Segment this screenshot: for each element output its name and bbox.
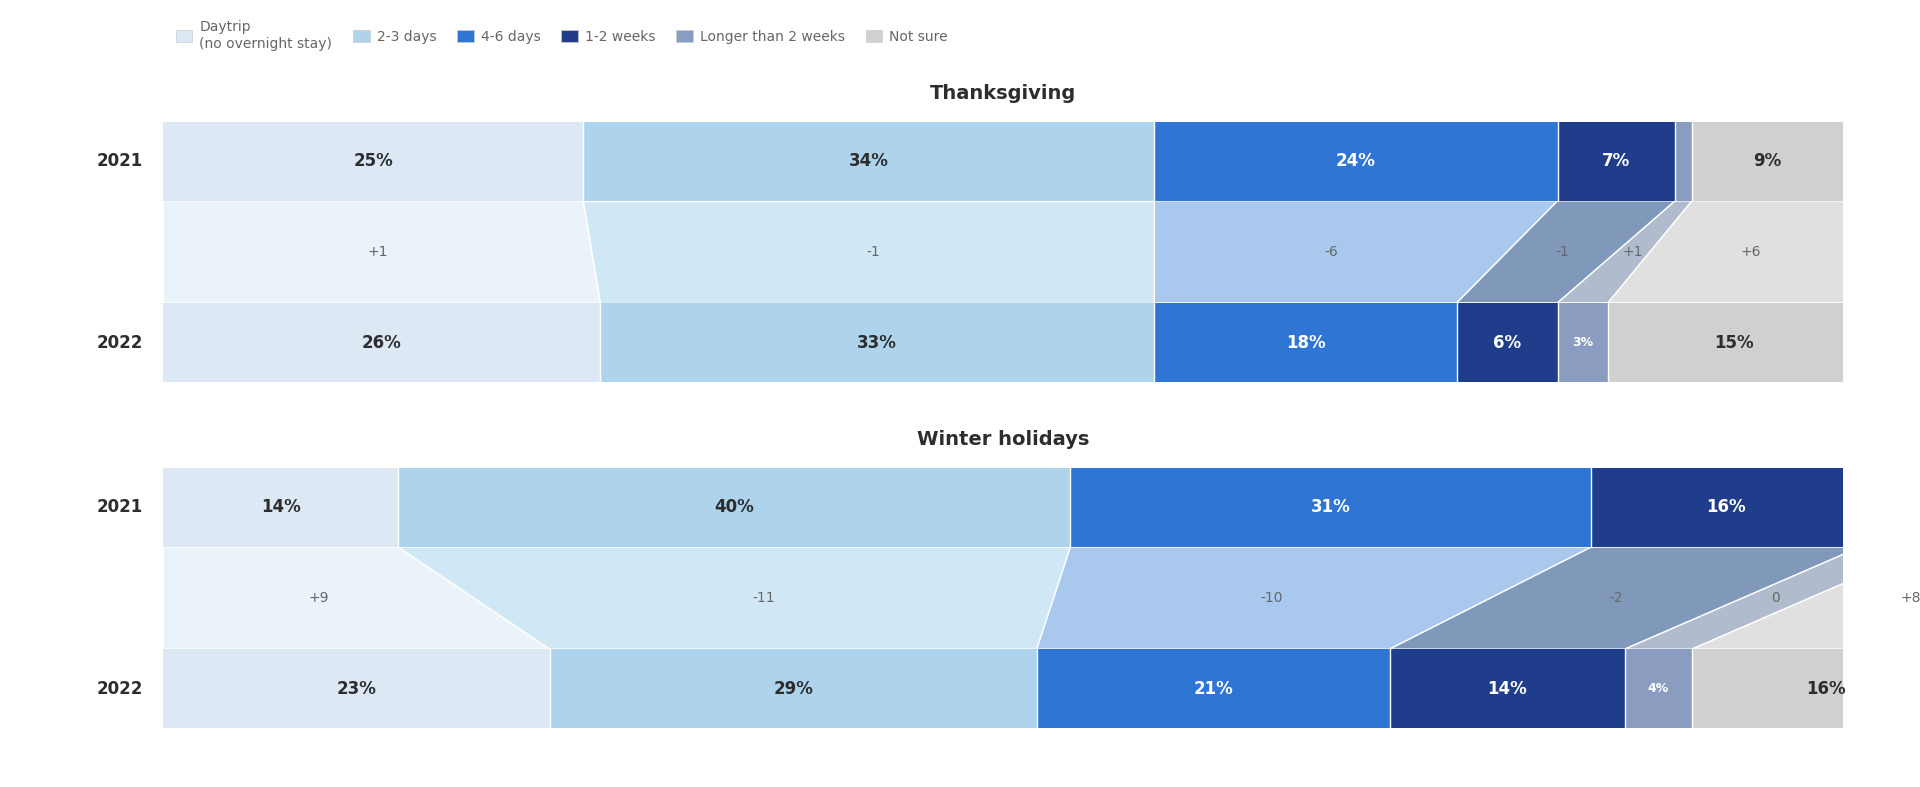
Bar — [1607, 303, 1860, 382]
Polygon shape — [1607, 201, 1860, 303]
Text: -1: -1 — [1555, 245, 1569, 259]
Bar — [584, 121, 1154, 201]
Bar — [599, 303, 1154, 382]
Bar — [1037, 649, 1390, 729]
Text: 4%: 4% — [1884, 501, 1905, 514]
Text: 0: 0 — [1772, 591, 1780, 605]
Bar — [1674, 121, 1692, 201]
Text: -1: -1 — [866, 245, 879, 259]
Text: 2022: 2022 — [96, 334, 144, 352]
Text: 2021: 2021 — [96, 498, 144, 516]
Bar — [163, 303, 599, 382]
Text: 40%: 40% — [714, 498, 755, 516]
Bar — [549, 649, 1037, 729]
Text: 24%: 24% — [1336, 152, 1377, 170]
Title: Thanksgiving: Thanksgiving — [929, 84, 1077, 103]
Bar — [1154, 121, 1557, 201]
Bar — [1557, 303, 1609, 382]
Text: 14%: 14% — [1488, 680, 1526, 698]
Bar — [1457, 303, 1557, 382]
Text: +9: +9 — [309, 591, 328, 605]
Text: 3%: 3% — [1572, 336, 1594, 349]
Bar — [163, 649, 549, 729]
Text: 16%: 16% — [1807, 680, 1847, 698]
Bar — [1069, 467, 1592, 547]
Text: +1: +1 — [1622, 245, 1644, 259]
Polygon shape — [1624, 547, 1920, 649]
Text: 21%: 21% — [1194, 680, 1233, 698]
Bar — [1692, 121, 1843, 201]
Text: 16%: 16% — [1705, 498, 1745, 516]
Polygon shape — [1390, 547, 1860, 649]
Text: +1: +1 — [367, 245, 388, 259]
Text: 4%: 4% — [1647, 682, 1668, 695]
Text: +6: +6 — [1741, 245, 1761, 259]
Text: 14%: 14% — [261, 498, 301, 516]
Legend: Daytrip
(no overnight stay), 2-3 days, 4-6 days, 1-2 weeks, Longer than 2 weeks,: Daytrip (no overnight stay), 2-3 days, 4… — [171, 15, 954, 56]
Title: Winter holidays: Winter holidays — [918, 430, 1089, 449]
Text: 2021: 2021 — [96, 152, 144, 170]
Text: 29%: 29% — [774, 680, 814, 698]
Text: -2: -2 — [1609, 591, 1622, 605]
Text: +8: +8 — [1901, 591, 1920, 605]
Bar — [1557, 121, 1674, 201]
Polygon shape — [584, 201, 1154, 303]
Polygon shape — [1154, 201, 1557, 303]
Polygon shape — [163, 201, 599, 303]
Text: 6%: 6% — [1494, 334, 1521, 352]
Text: 18%: 18% — [1286, 334, 1325, 352]
Text: -6: -6 — [1325, 245, 1338, 259]
Bar — [163, 121, 584, 201]
Text: 9%: 9% — [1753, 152, 1782, 170]
Text: 26%: 26% — [361, 334, 401, 352]
Text: -11: -11 — [753, 591, 776, 605]
Bar — [1390, 649, 1624, 729]
Bar — [1860, 467, 1920, 547]
Text: 31%: 31% — [1311, 498, 1350, 516]
Polygon shape — [399, 547, 1069, 649]
Bar — [1624, 649, 1692, 729]
Polygon shape — [163, 547, 549, 649]
Bar — [1692, 649, 1920, 729]
Text: 33%: 33% — [856, 334, 897, 352]
Bar — [399, 467, 1069, 547]
Text: 25%: 25% — [353, 152, 394, 170]
Bar — [163, 467, 399, 547]
Bar — [1592, 467, 1860, 547]
Bar — [1154, 303, 1457, 382]
Text: 15%: 15% — [1715, 334, 1753, 352]
Text: 2022: 2022 — [96, 680, 144, 698]
Text: 34%: 34% — [849, 152, 889, 170]
Polygon shape — [1457, 201, 1674, 303]
Text: -10: -10 — [1261, 591, 1283, 605]
Polygon shape — [1557, 201, 1692, 303]
Polygon shape — [1692, 547, 1920, 649]
Text: 7%: 7% — [1603, 152, 1630, 170]
Polygon shape — [1037, 547, 1592, 649]
Text: 23%: 23% — [336, 680, 376, 698]
